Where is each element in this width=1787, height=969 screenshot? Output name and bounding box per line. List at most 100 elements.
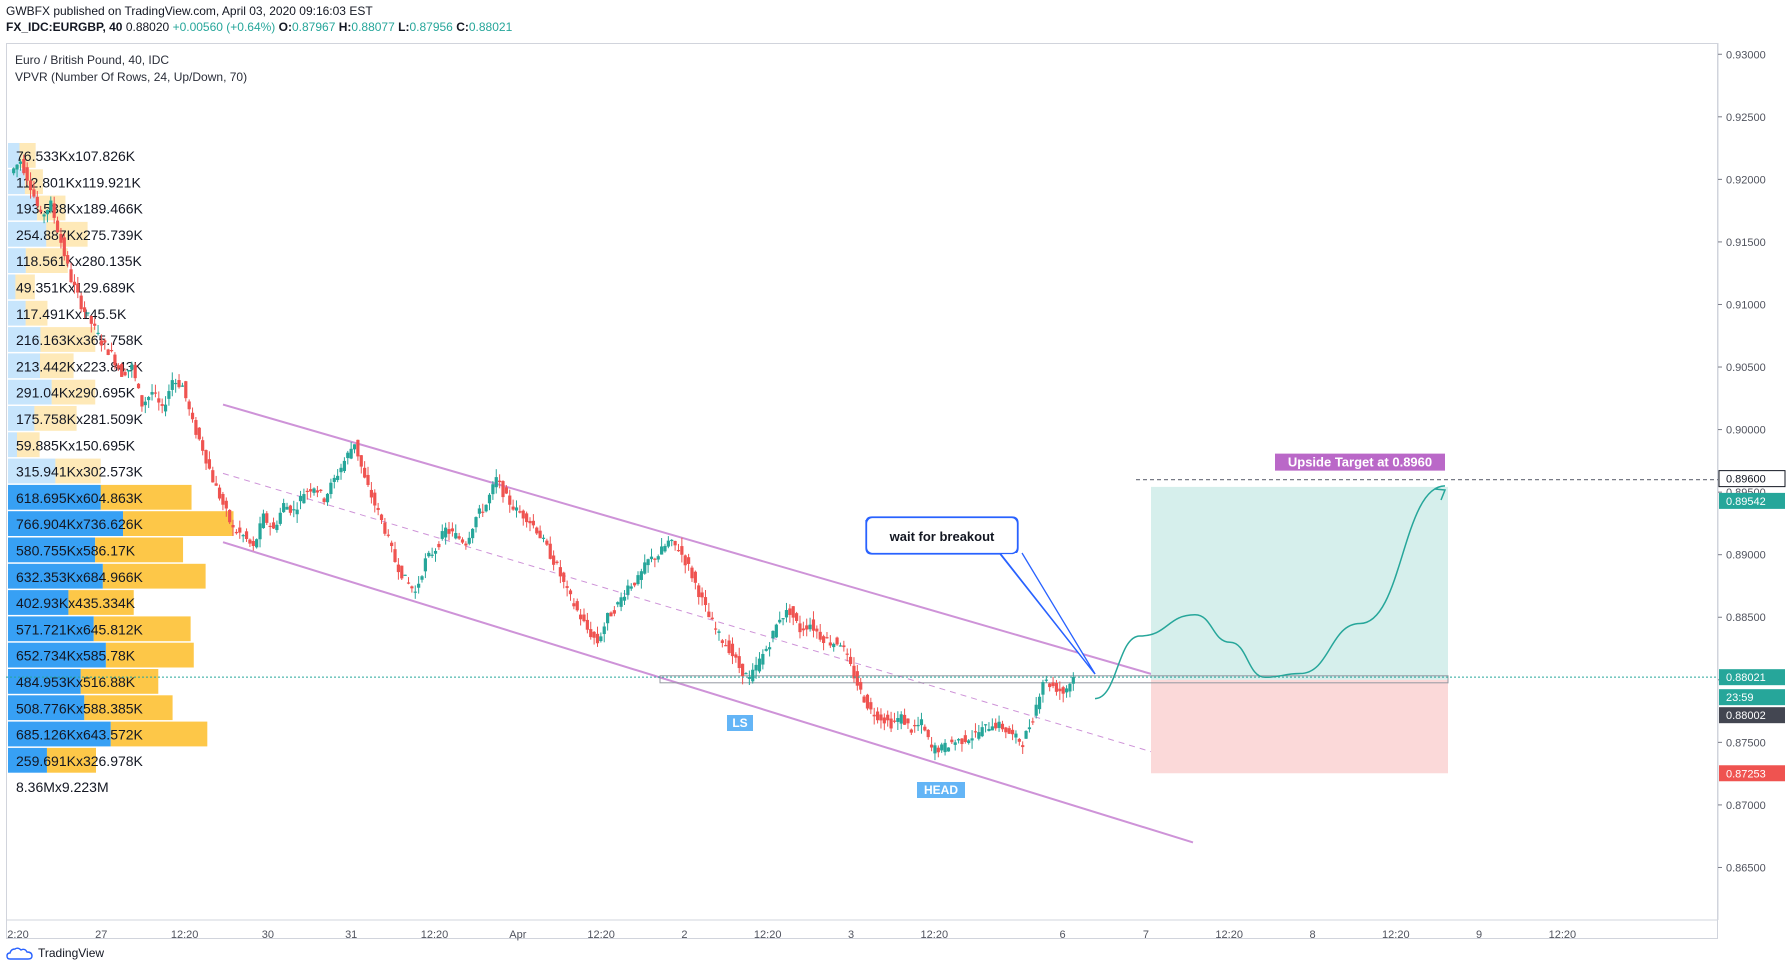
- candle-body: [741, 663, 745, 677]
- candle-body: [420, 576, 424, 580]
- price-tag-bg: [1719, 689, 1785, 706]
- candle-body: [366, 474, 370, 485]
- candle-body: [69, 269, 73, 283]
- candle-body: [899, 714, 903, 724]
- candle-body: [629, 586, 633, 589]
- candle-body: [231, 524, 235, 528]
- candle-body: [663, 545, 667, 552]
- candle-body: [781, 618, 785, 620]
- candle-body: [875, 711, 880, 721]
- price-tag: 0.88021: [1726, 672, 1766, 684]
- ls-label-bg: [727, 715, 753, 731]
- price-tick-label: 0.87500: [1726, 737, 1766, 749]
- indicator-legend[interactable]: VPVR (Number Of Rows, 24, Up/Down, 70): [15, 70, 248, 84]
- vp-up-bar: [8, 248, 26, 273]
- candle-body: [1058, 688, 1062, 692]
- candle-body: [896, 718, 900, 722]
- candle-body: [606, 612, 610, 624]
- vp-row-label: 76.533Kx107.826K: [16, 148, 136, 164]
- candle-body: [150, 392, 154, 395]
- vp-down-bar: [80, 669, 159, 694]
- candle-body: [727, 640, 731, 654]
- ls-label: LS: [732, 716, 747, 730]
- close-label: C:: [456, 20, 469, 34]
- candle-body: [484, 504, 488, 512]
- candle-body: [298, 495, 303, 502]
- candle-body: [322, 498, 326, 502]
- time-tick-label: 30: [262, 929, 274, 941]
- candle-body: [325, 493, 330, 503]
- candle-body: [518, 511, 522, 513]
- vp-up-bar: [8, 300, 26, 326]
- price-tag-bg: [1718, 470, 1786, 488]
- candle-body: [825, 637, 829, 639]
- candle-body: [568, 590, 573, 595]
- vp-row-label: 766.904Kx736.626K: [16, 516, 144, 532]
- candle-body: [140, 395, 144, 407]
- candle-body: [973, 731, 978, 733]
- vp-row-label: 193.538Kx189.466K: [16, 201, 144, 217]
- candle-body: [396, 564, 400, 573]
- vp-row-label: 59.885Kx150.695K: [16, 437, 136, 453]
- candle-body: [332, 477, 336, 482]
- candle-body: [909, 729, 913, 733]
- price-tick-label: 0.86500: [1726, 862, 1766, 874]
- candle-body: [190, 412, 195, 420]
- candle-body: [717, 631, 721, 633]
- vp-up-bar: [8, 616, 94, 642]
- symbol[interactable]: FX_IDC:EURGBP, 40: [6, 20, 123, 34]
- vp-up-bar: [8, 379, 52, 405]
- price-tag: 0.89600: [1726, 474, 1766, 486]
- candle-body: [440, 531, 444, 539]
- candle-body: [342, 460, 346, 472]
- candle-body: [207, 459, 212, 469]
- vp-down-bar: [16, 432, 40, 458]
- candle-body: [1071, 677, 1075, 684]
- candle-body: [673, 540, 677, 546]
- candle-body: [872, 714, 876, 717]
- vp-row-label: 112.801Kx119.921K: [16, 174, 141, 190]
- candle-body: [302, 494, 306, 504]
- time-tick-label: 3: [848, 929, 854, 941]
- candle-body: [956, 739, 961, 741]
- time-tick-label: 12:20: [421, 929, 449, 941]
- candle-body: [683, 555, 687, 566]
- candle-body: [869, 702, 873, 710]
- vp-row-label: 49.351Kx129.689K: [16, 280, 136, 296]
- candle-body: [757, 658, 762, 672]
- candle-body: [1014, 733, 1018, 738]
- candle-body: [197, 427, 201, 440]
- candle-body: [160, 404, 164, 406]
- vp-down-bar: [40, 353, 74, 379]
- chart-legend-title[interactable]: Euro / British Pound, 40, IDC: [15, 53, 170, 67]
- candle-body: [794, 613, 799, 621]
- candle-body: [211, 470, 215, 483]
- vp-up-bar: [8, 563, 103, 589]
- candle-body: [315, 490, 320, 493]
- candle-body: [943, 742, 947, 753]
- candle-body: [1041, 682, 1045, 695]
- candle-body: [902, 714, 907, 725]
- candle-body: [1021, 745, 1025, 748]
- candle-body: [687, 557, 691, 564]
- candle-body: [177, 380, 181, 388]
- vp-up-bar: [8, 537, 96, 563]
- candle-body: [720, 640, 724, 643]
- vp-down-bar: [68, 590, 134, 615]
- candle-body: [180, 385, 185, 387]
- candle-body: [707, 611, 711, 618]
- candle-body: [703, 597, 708, 606]
- candle-body: [363, 467, 367, 478]
- price-tag: 0.88002: [1726, 710, 1766, 722]
- open-label: O:: [278, 20, 292, 34]
- price-tick-label: 0.89000: [1726, 550, 1766, 562]
- candle-body: [808, 624, 812, 630]
- candle-body: [22, 159, 26, 174]
- candle-body: [521, 510, 525, 519]
- candle-body: [241, 535, 245, 537]
- candle-body: [45, 210, 50, 215]
- tradingview-logo[interactable]: TradingView: [6, 946, 104, 960]
- vp-up-bar: [8, 432, 17, 458]
- candle-body: [724, 645, 728, 647]
